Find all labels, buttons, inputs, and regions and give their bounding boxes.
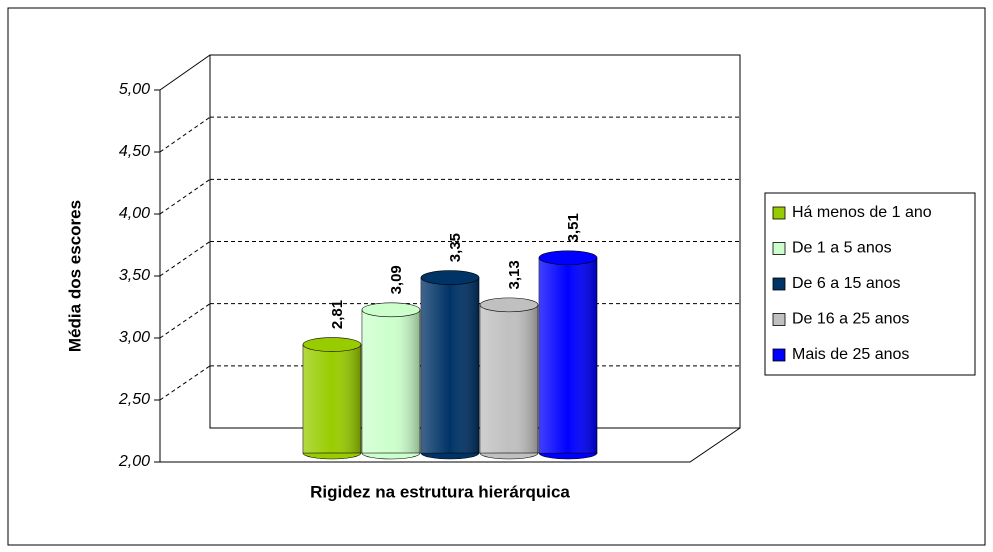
- x-axis-title: Rigidez na estrutura hierárquica: [310, 482, 570, 501]
- legend-swatch: [772, 313, 786, 326]
- bar-shade: [362, 309, 420, 453]
- side-wall: [159, 54, 211, 91]
- bar-shade: [480, 304, 538, 453]
- bar-top: [420, 270, 480, 285]
- legend-swatch: [772, 348, 786, 362]
- data-label: 3,09: [388, 265, 405, 294]
- grid-line: [159, 303, 211, 339]
- data-label: 2,81: [329, 300, 346, 329]
- grid-line: [159, 241, 211, 277]
- y-tick-label: 3,00: [119, 329, 150, 346]
- legend-label: De 1 a 5 anos: [792, 240, 892, 257]
- bar-shade: [539, 257, 597, 453]
- legend-label: Mais de 25 anos: [792, 346, 909, 363]
- grid-line: [159, 365, 211, 401]
- bar-top: [538, 250, 598, 266]
- grid-line: [159, 116, 211, 153]
- bar-shade: [421, 277, 479, 453]
- legend-label: De 6 a 15 anos: [792, 275, 901, 292]
- legend: [764, 192, 976, 376]
- data-label: 3,51: [565, 213, 582, 242]
- y-tick-label: 4,00: [119, 205, 150, 222]
- bar-top: [479, 297, 539, 313]
- grid-line: [159, 178, 211, 215]
- legend-label: Há menos de 1 ano: [792, 204, 932, 221]
- bar-top: [302, 337, 362, 352]
- data-label: 3,35: [447, 233, 464, 262]
- y-tick-label: 3,50: [119, 267, 150, 284]
- y-tick-label: 2,50: [118, 391, 150, 408]
- bar-shade: [303, 344, 361, 453]
- y-tick-label: 2,00: [118, 453, 150, 470]
- y-tick-label: 4,50: [119, 143, 150, 160]
- y-axis-title: Média dos escores: [65, 200, 84, 352]
- legend-swatch: [772, 242, 786, 255]
- legend-label: De 16 a 25 anos: [792, 311, 909, 328]
- bar-top: [361, 302, 421, 318]
- data-label: 3,13: [506, 260, 523, 289]
- legend-swatch: [772, 206, 786, 220]
- y-tick-label: 5,00: [119, 81, 150, 98]
- legend-swatch: [772, 277, 786, 291]
- floor: [160, 427, 741, 463]
